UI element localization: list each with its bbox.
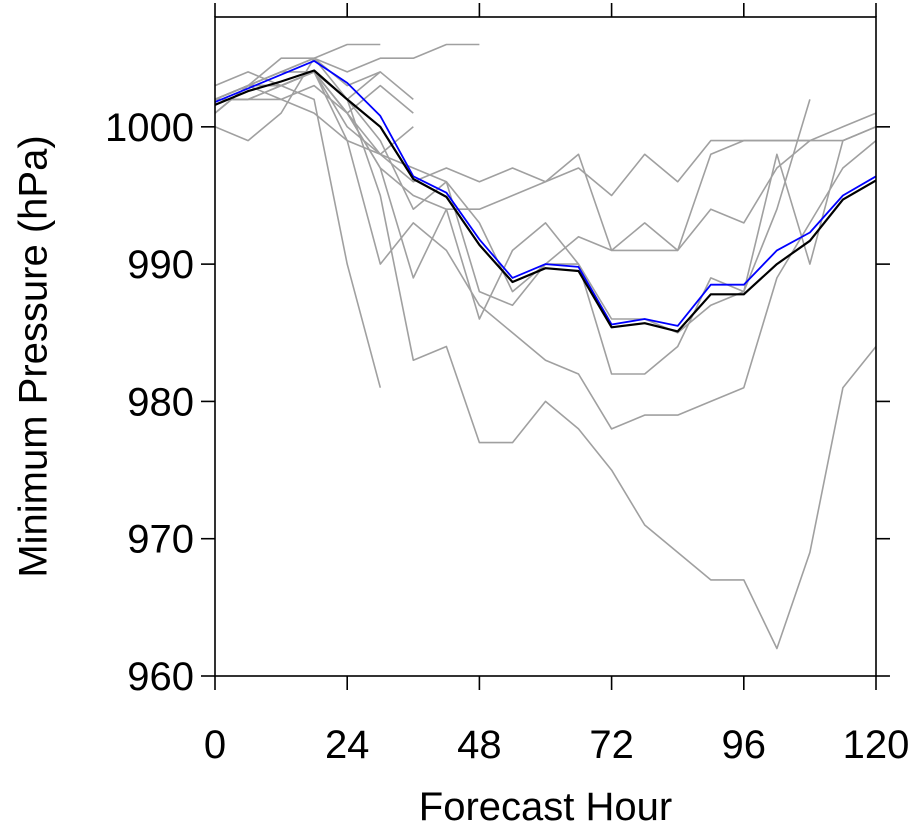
x-tick-label: 0: [204, 723, 226, 767]
x-tick-label: 96: [722, 723, 767, 767]
member-line-4: [214, 57, 381, 142]
x-tick-label: 72: [589, 723, 634, 767]
x-tick-label: 24: [325, 723, 370, 767]
tick-labels-layer: 0 24 48 72 96 120 960 970 980 990 1000: [105, 106, 909, 767]
blue-line: [214, 60, 877, 327]
member-line-12: [214, 71, 877, 430]
axes-layer: [201, 3, 890, 690]
y-tick-label: 1000: [105, 106, 194, 150]
member-line-7: [214, 71, 382, 388]
member-line-6: [214, 84, 414, 156]
plot-frame: [214, 16, 877, 677]
y-axis-title: Minimum Pressure (hPa): [12, 135, 56, 577]
y-tick-label: 960: [127, 655, 194, 699]
x-tick-label: 48: [457, 723, 502, 767]
y-tick-label: 980: [127, 380, 194, 424]
x-tick-label: 120: [843, 723, 910, 767]
x-axis-title: Forecast Hour: [419, 785, 672, 827]
member-line-11: [214, 71, 811, 375]
y-tick-label: 970: [127, 518, 194, 562]
y-tick-label: 990: [127, 243, 194, 287]
black-line: [214, 69, 877, 333]
member-line-10: [215, 71, 877, 307]
member-line-2: [214, 43, 480, 101]
series-layer: [214, 43, 877, 650]
member-line-14: [214, 71, 877, 334]
